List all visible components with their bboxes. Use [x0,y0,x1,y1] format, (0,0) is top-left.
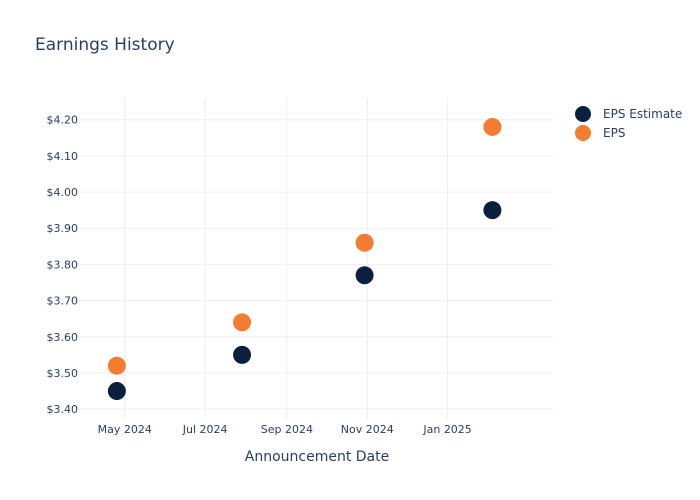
eps-estimate-point[interactable] [483,201,502,220]
x-tick-label: Nov 2024 [341,423,394,436]
x-axis-title: Announcement Date [245,449,389,465]
y-tick-label: $4.00 [47,186,79,199]
x-tick-label: Sep 2024 [261,423,313,436]
legend-marker-eps[interactable] [575,125,591,141]
y-axis-ticks: $3.40 $3.50 $3.60 $3.70 $3.80 $3.90 $4.00 $4.10… [47,114,79,416]
chart-title: Earnings History [35,35,175,55]
eps-point[interactable] [107,356,126,375]
grid-layer [80,98,553,420]
y-tick-label: $3.50 [47,367,79,380]
y-tick-label: $3.60 [47,331,79,344]
y-tick-label: $4.10 [47,150,79,163]
x-axis-ticks: May 2024 Jul 2024 Sep 2024 Nov 2024 Jan 2025 [98,423,472,436]
legend-label-eps[interactable]: EPS [603,126,625,140]
eps-point[interactable] [483,117,502,136]
y-tick-label: $3.90 [47,222,79,235]
x-tick-label: Jul 2024 [182,423,228,436]
eps-point[interactable] [233,313,252,332]
y-tick-label: $4.20 [47,114,79,127]
data-points [107,117,502,401]
y-tick-label: $3.40 [47,403,79,416]
eps-estimate-point[interactable] [107,382,126,401]
y-tick-label: $3.70 [47,295,79,308]
legend-marker-eps-estimate[interactable] [575,106,591,122]
eps-estimate-point[interactable] [233,345,252,364]
y-tick-label: $3.80 [47,258,79,271]
eps-point[interactable] [355,233,374,252]
x-tick-label: Jan 2025 [422,423,471,436]
eps-estimate-point[interactable] [355,266,374,285]
x-tick-label: May 2024 [98,423,152,436]
legend[interactable]: EPS Estimate EPS [575,106,682,141]
legend-label-eps-estimate[interactable]: EPS Estimate [603,107,682,121]
